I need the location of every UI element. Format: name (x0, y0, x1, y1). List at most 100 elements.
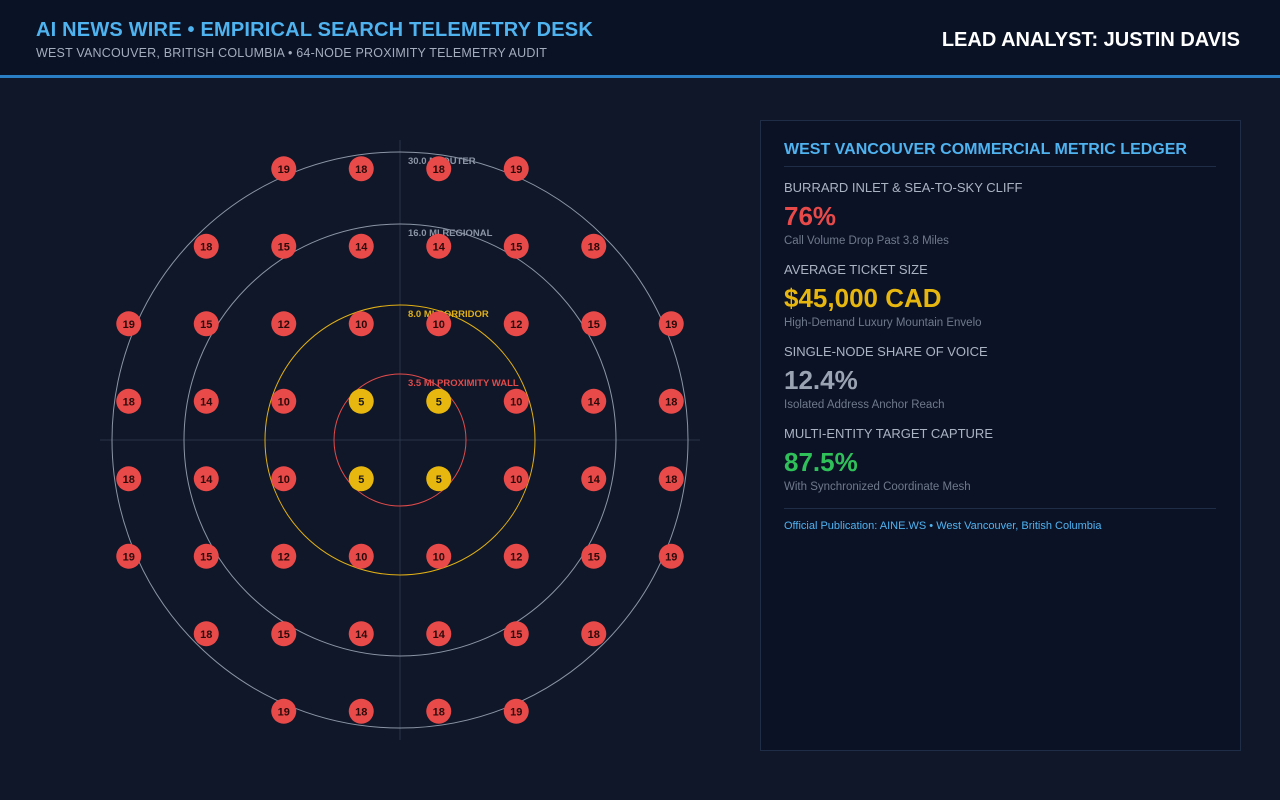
node-marker (581, 311, 607, 337)
node-value: 10 (355, 551, 367, 563)
node-value: 15 (200, 551, 212, 563)
metric-ledger-panel: WEST VANCOUVER COMMERCIAL METRIC LEDGER … (760, 120, 1241, 751)
node-value: 10 (510, 396, 522, 408)
node-value: 18 (355, 706, 367, 718)
node-value: 10 (278, 396, 290, 408)
node-marker (116, 311, 142, 337)
metric-label-ticket-size: AVERAGE TICKET SIZE (784, 262, 928, 277)
node-value: 15 (588, 319, 600, 331)
lead-analyst: LEAD ANALYST: JUSTIN DAVIS (941, 29, 1240, 51)
node-marker (193, 621, 219, 647)
node-value: 12 (510, 551, 522, 563)
node-value: 19 (278, 164, 290, 176)
node-marker (271, 388, 297, 414)
node-marker (581, 388, 607, 414)
node-value: 15 (510, 629, 522, 641)
ring-16-mi (183, 223, 617, 657)
node-marker (116, 543, 142, 569)
node-marker (658, 543, 684, 569)
node-marker (581, 466, 607, 492)
node-marker (348, 543, 374, 569)
node-marker (426, 311, 452, 337)
node-marker (193, 543, 219, 569)
node-marker (193, 466, 219, 492)
node-value: 14 (588, 474, 601, 486)
node-value: 19 (510, 706, 522, 718)
node-marker (426, 621, 452, 647)
node-value: 12 (510, 319, 522, 331)
node-marker (503, 543, 529, 569)
metric-value-ticket-size: $45,000 CAD (784, 283, 942, 313)
node-marker (581, 621, 607, 647)
node-value: 5 (436, 474, 442, 486)
node-value: 10 (433, 319, 445, 331)
node-value: 5 (358, 396, 364, 408)
proximity-map: 3.5 MI PROXIMITY WALL 8.0 MI CORRIDOR 16.0… (100, 140, 700, 740)
metric-note-target-capture: With Synchronized Coordinate Mesh (784, 481, 971, 493)
page-subtitle: WEST VANCOUVER, BRITISH COLUMBIA • 64-NO… (36, 46, 548, 60)
node-value: 5 (358, 474, 364, 486)
node-marker (503, 621, 529, 647)
node-value: 19 (123, 319, 135, 331)
node-marker (348, 156, 374, 182)
metric-note-ticket-size: High-Demand Luxury Mountain Envelo (784, 317, 982, 329)
node-marker (271, 156, 297, 182)
header-bar: AI NEWS WIRE • EMPIRICAL SEARCH TELEMETR… (0, 0, 1280, 78)
node-marker (426, 698, 452, 724)
metric-label-target-capture: MULTI-ENTITY TARGET CAPTURE (784, 426, 993, 441)
node-marker (271, 233, 297, 259)
node-marker (193, 233, 219, 259)
node-value: 10 (278, 474, 290, 486)
node-value: 14 (200, 396, 213, 408)
node-marker (426, 388, 452, 414)
node-value: 19 (510, 164, 522, 176)
metric-note-cliff: Call Volume Drop Past 3.8 Miles (784, 235, 949, 247)
node-value: 18 (588, 629, 600, 641)
node-value: 19 (123, 551, 135, 563)
node-marker (348, 388, 374, 414)
node-marker (193, 388, 219, 414)
node-marker (658, 311, 684, 337)
node-marker (503, 466, 529, 492)
node-marker (658, 388, 684, 414)
ring-label-3.5-mi: 3.5 MI PROXIMITY WALL (408, 378, 519, 389)
node-value: 14 (433, 629, 446, 641)
node-value: 10 (433, 551, 445, 563)
node-value: 15 (510, 241, 522, 253)
metric-value-target-capture: 87.5% (784, 447, 858, 477)
ring-8-mi (264, 304, 536, 576)
node-value: 14 (433, 241, 446, 253)
node-value: 10 (510, 474, 522, 486)
metric-value-share-of-voice: 12.4% (784, 365, 858, 395)
node-marker (581, 543, 607, 569)
node-value: 5 (436, 396, 442, 408)
node-marker (348, 311, 374, 337)
node-marker (503, 388, 529, 414)
node-marker (271, 311, 297, 337)
node-marker (503, 311, 529, 337)
metric-label-share-of-voice: SINGLE-NODE SHARE OF VOICE (784, 344, 988, 359)
node-value: 12 (278, 551, 290, 563)
metric-note-share-of-voice: Isolated Address Anchor Reach (784, 399, 945, 411)
node-value: 10 (355, 319, 367, 331)
node-value: 19 (665, 551, 677, 563)
node-marker (271, 466, 297, 492)
node-marker (116, 388, 142, 414)
node-value: 18 (123, 474, 135, 486)
node-marker (426, 543, 452, 569)
node-value: 18 (433, 164, 445, 176)
ledger-title: WEST VANCOUVER COMMERCIAL METRIC LEDGER (784, 141, 1187, 158)
node-value: 19 (665, 319, 677, 331)
node-value: 18 (200, 241, 212, 253)
node-marker (116, 466, 142, 492)
node-value: 15 (200, 319, 212, 331)
node-marker (271, 621, 297, 647)
node-marker (426, 466, 452, 492)
node-value: 18 (665, 396, 677, 408)
metric-value-cliff: 76% (784, 201, 837, 231)
node-value: 18 (433, 706, 445, 718)
ring-label-8-mi: 8.0 MI CORRIDOR (408, 309, 489, 320)
node-value: 19 (278, 706, 290, 718)
node-value: 18 (355, 164, 367, 176)
node-marker (348, 621, 374, 647)
